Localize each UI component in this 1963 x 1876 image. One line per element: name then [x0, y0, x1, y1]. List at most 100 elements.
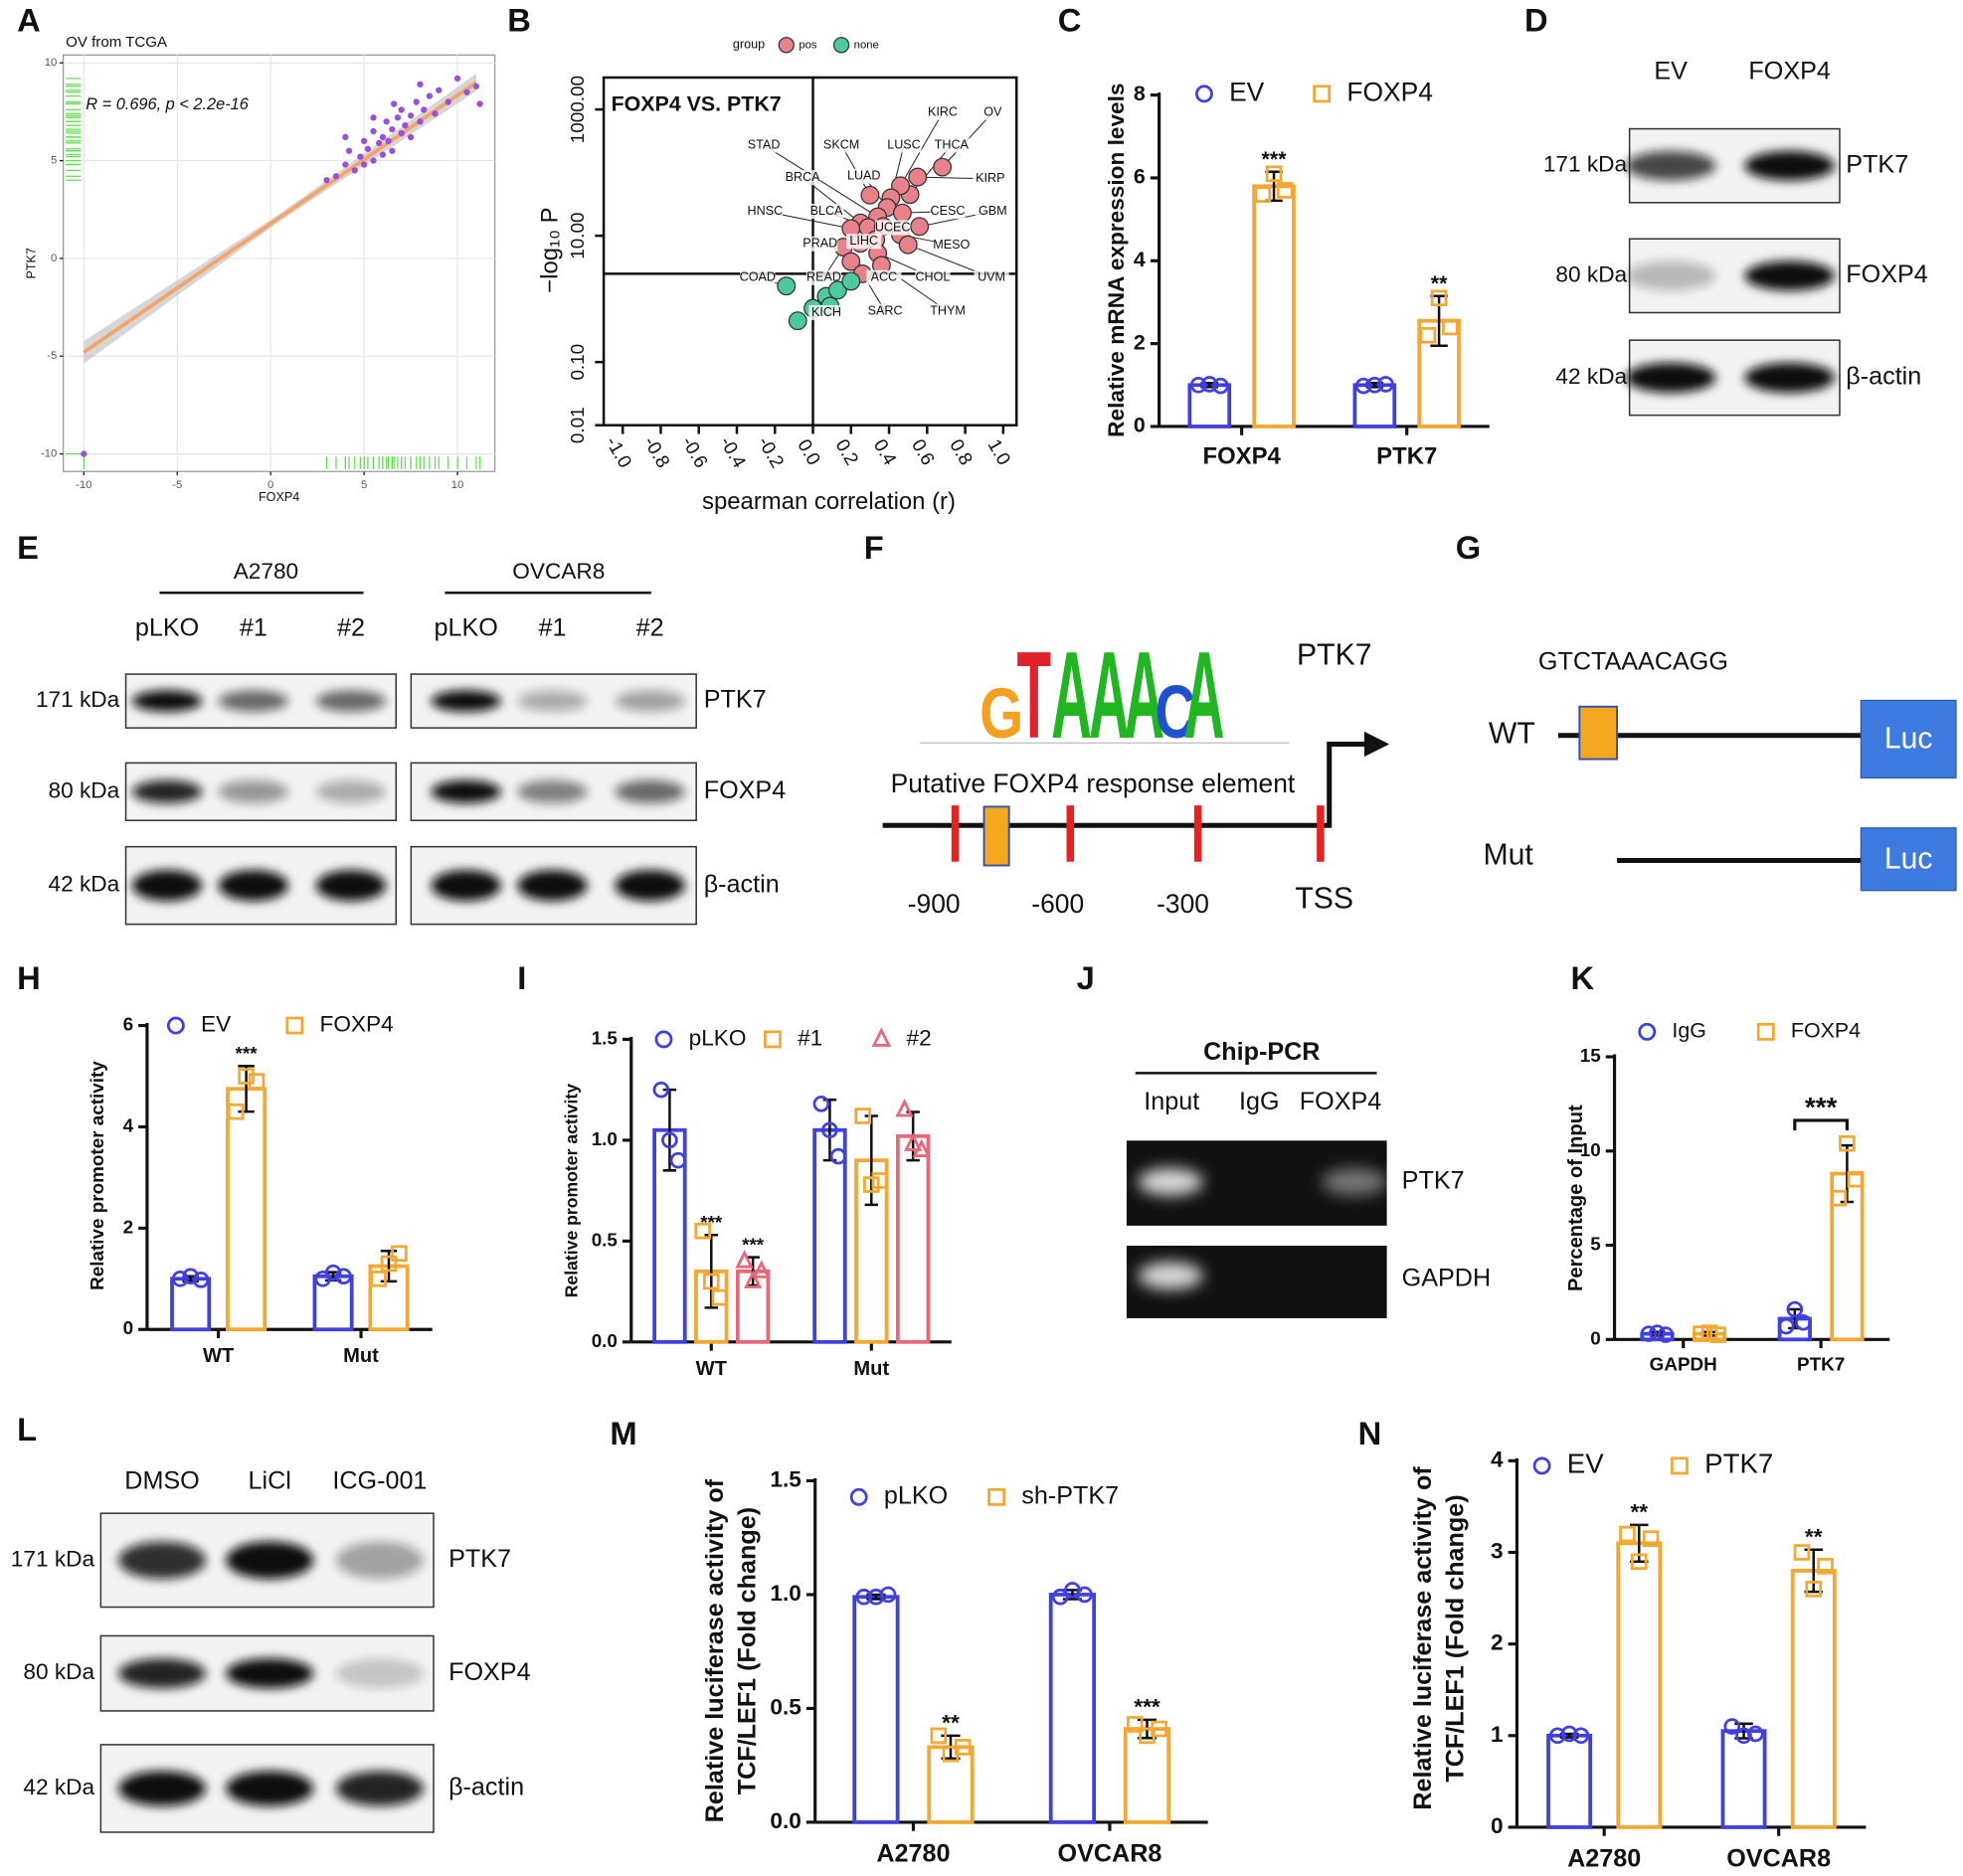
label-bg	[740, 269, 776, 285]
x-tick-label: PTK7	[1376, 443, 1437, 470]
blot-band	[431, 870, 501, 902]
point	[379, 133, 387, 141]
significance-label: **	[1630, 1500, 1648, 1525]
point	[383, 118, 390, 125]
replicate-point	[1735, 1727, 1752, 1745]
replicate-point	[1642, 1530, 1660, 1547]
lane-label: EV	[1654, 58, 1688, 85]
lane-label: DMSO	[124, 1466, 199, 1494]
x-tick-label: 0.6	[908, 435, 939, 468]
replicate-point	[238, 1068, 255, 1085]
y-tick-label: 6	[123, 1014, 133, 1035]
x-axis-label: spearman correlation (r)	[702, 488, 956, 515]
replicate-point	[1747, 1725, 1764, 1743]
blot-band	[131, 690, 203, 712]
legend-marker	[871, 1027, 892, 1047]
label-bg	[975, 204, 1010, 220]
point	[345, 147, 353, 154]
replicate-point	[854, 1108, 872, 1124]
point-label: UCEC	[875, 220, 911, 234]
legend-marker	[832, 37, 850, 54]
bar	[735, 1269, 771, 1344]
point	[472, 83, 479, 89]
blot-band	[226, 1541, 314, 1580]
point	[445, 98, 451, 105]
replicate-point	[1076, 1586, 1093, 1604]
blot-band	[615, 690, 685, 712]
lane-label: #2	[636, 613, 664, 641]
y-tick-label: 2	[1491, 1630, 1504, 1655]
replicate-point	[1839, 1134, 1856, 1152]
panel-letter: I	[517, 959, 526, 996]
y-tick-label: 1.0	[592, 1128, 618, 1149]
legend-label: FOXP4	[320, 1012, 394, 1037]
replicate-point	[192, 1272, 210, 1288]
point	[394, 114, 402, 121]
point-label: KIRC	[928, 105, 958, 119]
logo-letter: A	[1124, 626, 1164, 765]
position-tick	[1317, 805, 1325, 862]
point	[841, 271, 861, 291]
lane-label: #1	[539, 613, 567, 641]
replicate-point	[1366, 377, 1383, 394]
lane-label: Input	[1144, 1088, 1199, 1115]
legend-marker	[654, 1030, 673, 1049]
x-tick-label: 0.0	[794, 435, 824, 468]
replicate-point	[1151, 1720, 1167, 1738]
point-label: READ	[806, 270, 841, 284]
error-bar	[238, 1065, 255, 1113]
replicate-point	[702, 1273, 720, 1290]
error-bar	[662, 1088, 677, 1172]
legend-marker	[849, 1487, 868, 1506]
error-bar	[1840, 1143, 1855, 1204]
lane-label: pLKO	[135, 613, 199, 641]
point	[421, 106, 428, 113]
y-axis-label: Relative promoter activity	[561, 1084, 581, 1298]
y-tick-label: 2	[1134, 330, 1146, 354]
marker-label: 171 kDa	[36, 687, 120, 712]
legend-marker	[285, 1016, 304, 1035]
point-label: PRAD	[803, 237, 837, 251]
replicate-point	[1377, 376, 1394, 393]
x-tick-label: -0.4	[716, 432, 750, 471]
point-label: THCA	[935, 137, 970, 151]
legend-label: FOXP4	[1346, 77, 1433, 106]
protein-label: β-actin	[704, 870, 780, 898]
legend-label: pos	[799, 39, 817, 51]
lane-label: FOXP4	[1748, 58, 1830, 85]
label-bg	[823, 137, 859, 153]
lane-label: #2	[337, 613, 365, 641]
blot-band	[517, 870, 588, 902]
label-bg	[974, 269, 1009, 285]
replicate-point	[1777, 1317, 1795, 1335]
blot-band	[1625, 260, 1716, 291]
x-tick-label: GAPDH	[1650, 1354, 1717, 1375]
y-tick-label: 0	[1134, 414, 1146, 437]
construct-label: WT	[1489, 718, 1535, 751]
point	[389, 125, 396, 133]
x-tick-label: -5	[172, 479, 182, 491]
point	[788, 311, 807, 331]
logo-letter: A	[1089, 626, 1130, 765]
legend-label: EV	[1229, 77, 1265, 106]
legend-marker	[1194, 85, 1213, 103]
significance-label: ***	[1805, 1092, 1838, 1122]
point-label: LIHC	[849, 234, 878, 248]
group-label: OVCAR8	[512, 559, 605, 584]
replicate-point	[1419, 326, 1437, 344]
bar	[1048, 1593, 1097, 1824]
x-tick-label: 0.8	[946, 435, 977, 468]
y-tick-label: 0	[1491, 1813, 1504, 1838]
luc-box	[1860, 827, 1957, 892]
lane-label: #1	[240, 613, 268, 641]
replicate-point	[1265, 165, 1283, 183]
x-tick-label: Mut	[853, 1358, 889, 1380]
point-label: SKCM	[823, 137, 859, 151]
replicate-point	[324, 1264, 342, 1281]
y-tick-label: 10	[1580, 1139, 1601, 1160]
replicate-point	[904, 1132, 923, 1151]
replicate-point	[743, 1270, 763, 1288]
y-axis-label: −log₁₀ P	[537, 207, 564, 292]
replicate-point	[855, 1588, 873, 1606]
